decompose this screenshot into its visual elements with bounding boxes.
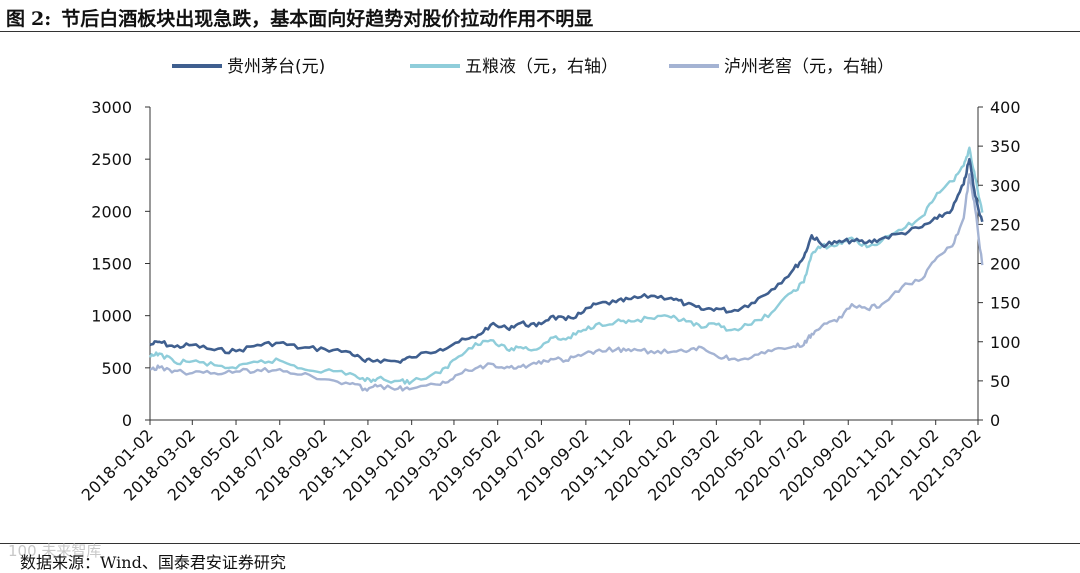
y-right-tick-label: 50 <box>990 372 1010 391</box>
y-right-tick-label: 100 <box>990 333 1021 352</box>
watermark: 100 未来智库 <box>8 542 102 560</box>
y-left-tick-label: 2500 <box>91 150 132 169</box>
y-right-tick-label: 300 <box>990 176 1021 195</box>
figure-label: 图 <box>6 8 26 30</box>
series-line-3 <box>149 173 984 392</box>
y-left-tick-label: 3000 <box>91 98 132 117</box>
y-right-tick-label: 400 <box>990 98 1021 117</box>
y-left-tick-label: 1000 <box>91 307 132 326</box>
series-line-2 <box>148 146 984 385</box>
y-left-tick-label: 1500 <box>91 255 132 274</box>
chart-axes: 0 500 1000 1500 2000 2500 3000 0 50 100 150 200 250 3… <box>78 98 1021 505</box>
footer-rule <box>0 543 1080 544</box>
legend-label-1: 贵州茅台(元) <box>227 57 325 77</box>
figure-title: 图 2: 节后白酒板块出现急跌，基本面向好趋势对股价拉动作用不明显 <box>6 4 593 31</box>
y-right-tick-label: 250 <box>990 215 1021 234</box>
figure-number: 2: <box>31 8 52 30</box>
y-left-tick-label: 500 <box>101 359 132 378</box>
y-right-tick-label: 150 <box>990 294 1021 313</box>
figure-caption: 节后白酒板块出现急跌，基本面向好趋势对股价拉动作用不明显 <box>61 8 594 30</box>
y-left-tick-label: 2000 <box>91 202 132 221</box>
y-right-tick-label: 350 <box>990 137 1021 156</box>
series-lines <box>148 146 984 392</box>
series-line-1 <box>149 157 984 364</box>
y-right-tick-label: 0 <box>990 411 1000 430</box>
legend: 贵州茅台(元) 五粮液（元，右轴） 泸州老窖（元，右轴） <box>172 57 894 77</box>
y-left-tick-label: 0 <box>122 411 132 430</box>
legend-label-3: 泸州老窖（元，右轴） <box>724 57 894 77</box>
y-right-tick-label: 200 <box>990 255 1021 274</box>
legend-label-2: 五粮液（元，右轴） <box>465 57 618 77</box>
line-chart: 贵州茅台(元) 五粮液（元，右轴） 泸州老窖（元，右轴） 0500100015002… <box>78 57 1021 505</box>
title-rule <box>0 31 1080 32</box>
source-note: 数据来源：Wind、国泰君安证券研究 <box>20 553 286 572</box>
